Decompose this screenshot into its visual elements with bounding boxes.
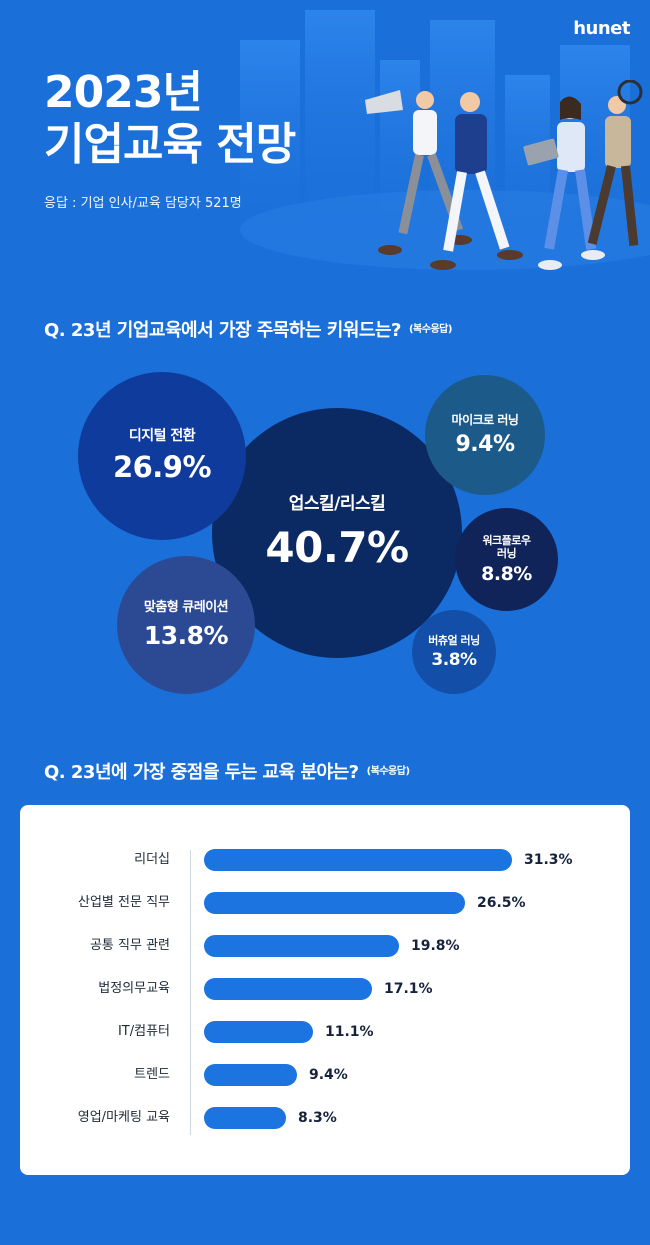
bubble-value: 8.8% xyxy=(481,563,532,586)
bar-value-label: 26.5% xyxy=(477,895,526,911)
bubble-label: 업스킬/리스킬 xyxy=(288,494,386,515)
bar xyxy=(204,892,465,914)
bar xyxy=(204,849,512,871)
bar-category-label: 법정의무교육 xyxy=(98,981,170,996)
bubble-label: 버츄얼 러닝 xyxy=(428,634,480,648)
keyword-bubble-chart: 업스킬/리스킬 40.7% 디지털 전환 26.9% 맞춤형 큐레이션 13.8… xyxy=(0,355,650,715)
bar xyxy=(204,1107,286,1129)
bar-row: 영업/마케팅 교육 8.3% xyxy=(20,1107,630,1129)
question-focus-areas-text: Q. 23년에 가장 중점을 두는 교육 분야는? xyxy=(44,762,359,783)
question-keywords-note: (복수응답) xyxy=(408,324,452,335)
bar-value-label: 9.4% xyxy=(309,1067,348,1083)
page-title-line1: 2023년 xyxy=(44,67,203,118)
bar xyxy=(204,1021,313,1043)
bar-value-label: 31.3% xyxy=(524,852,573,868)
bubble-label: 워크플로우 러닝 xyxy=(482,533,531,560)
bar xyxy=(204,978,372,1000)
bar-value-label: 19.8% xyxy=(411,938,460,954)
respondent-subtitle: 응답 : 기업 인사/교육 담당자 521명 xyxy=(44,196,242,211)
business-people-illustration xyxy=(365,80,643,270)
bar-category-label: 리더십 xyxy=(134,852,170,867)
bubble-custom-curation: 맞춤형 큐레이션 13.8% xyxy=(117,556,255,694)
bubble-value: 3.8% xyxy=(431,649,477,670)
question-focus-areas: Q. 23년에 가장 중점을 두는 교육 분야는? (복수응답) xyxy=(44,758,410,784)
bar-row: 산업별 전문 직무 26.5% xyxy=(20,892,630,914)
brand-logo: hunet xyxy=(573,18,630,39)
bar-category-label: 영업/마케팅 교육 xyxy=(77,1110,170,1125)
bubble-value: 40.7% xyxy=(265,522,409,572)
bubble-virtual-learning: 버츄얼 러닝 3.8% xyxy=(412,610,496,694)
bar-row: 공통 직무 관련 19.8% xyxy=(20,935,630,957)
bubble-label: 디지털 전환 xyxy=(128,427,196,444)
bar-row: IT/컴퓨터 11.1% xyxy=(20,1021,630,1043)
bubble-workflow-learning: 워크플로우 러닝 8.8% xyxy=(455,508,558,611)
bubble-value: 13.8% xyxy=(143,620,229,650)
focus-area-bar-chart: 리더십 31.3% 산업별 전문 직무 26.5% 공통 직무 관련 19.8% 법정의무교… xyxy=(20,805,630,1175)
bubble-digital-transformation: 디지털 전환 26.9% xyxy=(78,372,246,540)
bar-row: 리더십 31.3% xyxy=(20,849,630,871)
chart-axis-line xyxy=(190,850,191,1135)
bubble-label: 맞춤형 큐레이션 xyxy=(143,600,229,616)
question-focus-areas-note: (복수응답) xyxy=(366,766,410,777)
bubble-micro-learning: 마이크로 러닝 9.4% xyxy=(425,375,545,495)
bar-row: 법정의무교육 17.1% xyxy=(20,978,630,1000)
bar-category-label: 공통 직무 관련 xyxy=(89,938,170,953)
bubble-label: 마이크로 러닝 xyxy=(451,413,519,428)
bar-value-label: 11.1% xyxy=(325,1024,374,1040)
bar-value-label: 8.3% xyxy=(298,1110,337,1126)
bar-category-label: IT/컴퓨터 xyxy=(117,1024,170,1039)
question-keywords-text: Q. 23년 기업교육에서 가장 주목하는 키워드는? xyxy=(44,320,401,341)
bar xyxy=(204,935,399,957)
bar xyxy=(204,1064,297,1086)
question-keywords: Q. 23년 기업교육에서 가장 주목하는 키워드는? (복수응답) xyxy=(44,316,452,342)
bubble-value: 9.4% xyxy=(455,431,515,457)
bar-category-label: 트렌드 xyxy=(134,1067,170,1082)
bubble-value: 26.9% xyxy=(112,450,212,485)
bar-category-label: 산업별 전문 직무 xyxy=(78,895,170,910)
page-title-line2: 기업교육 전망 xyxy=(44,119,296,170)
bar-value-label: 17.1% xyxy=(384,981,433,997)
bar-row: 트렌드 9.4% xyxy=(20,1064,630,1086)
